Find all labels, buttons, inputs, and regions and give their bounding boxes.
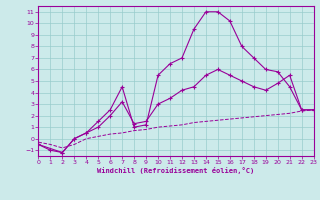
X-axis label: Windchill (Refroidissement éolien,°C): Windchill (Refroidissement éolien,°C) (97, 167, 255, 174)
